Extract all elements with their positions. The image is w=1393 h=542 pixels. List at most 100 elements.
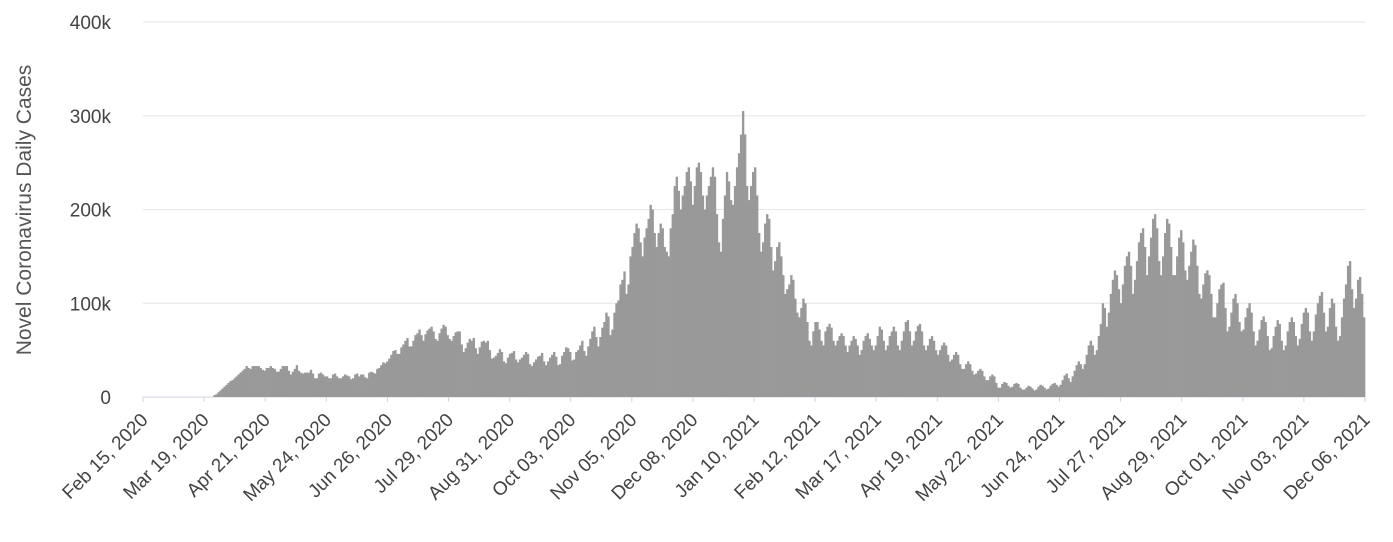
bar	[327, 378, 331, 397]
bar	[924, 350, 928, 398]
bar	[551, 354, 554, 397]
bar	[510, 352, 514, 397]
bar	[1276, 320, 1279, 398]
bar	[778, 242, 781, 397]
bar	[739, 134, 743, 397]
bar	[414, 335, 417, 398]
bar	[729, 200, 733, 398]
bar	[530, 366, 534, 397]
bar	[468, 338, 471, 398]
bar	[786, 289, 789, 397]
bar	[623, 271, 626, 398]
bar	[1258, 329, 1261, 397]
bar	[723, 195, 727, 397]
bar	[458, 331, 461, 398]
bar	[313, 378, 317, 397]
bar	[540, 352, 544, 397]
bar	[1047, 388, 1050, 397]
bar	[796, 312, 799, 398]
bar	[1346, 265, 1350, 397]
bar	[802, 298, 805, 397]
bar	[287, 370, 291, 397]
bar	[906, 320, 910, 398]
bar	[912, 340, 916, 397]
bar	[659, 223, 662, 397]
bar	[293, 368, 297, 398]
bar	[1208, 275, 1211, 398]
bar	[997, 387, 1000, 398]
bar	[860, 350, 863, 398]
bar	[267, 367, 270, 397]
bar	[506, 357, 510, 398]
bar	[418, 329, 421, 397]
bar	[1362, 317, 1366, 397]
bar	[687, 167, 691, 397]
bar	[1186, 279, 1189, 397]
bar	[681, 195, 684, 397]
bar	[1059, 384, 1062, 397]
bar	[291, 371, 295, 397]
bar	[350, 379, 353, 397]
bar	[247, 367, 250, 397]
bar	[1342, 298, 1346, 397]
bar	[705, 195, 709, 397]
bar	[631, 247, 634, 397]
bar	[235, 376, 238, 398]
bar	[794, 298, 797, 397]
bar	[840, 333, 843, 397]
bar	[1003, 382, 1006, 397]
bar	[323, 376, 327, 398]
bar	[573, 359, 576, 397]
bar	[444, 326, 447, 397]
bar	[743, 134, 747, 397]
bar	[848, 345, 851, 397]
bar	[862, 340, 865, 397]
bar	[1264, 322, 1267, 397]
bar	[1274, 326, 1277, 397]
bar	[305, 372, 309, 398]
bar	[878, 326, 881, 397]
bar	[814, 322, 817, 397]
bar	[512, 351, 516, 397]
bar	[910, 345, 914, 397]
bar	[1157, 261, 1161, 397]
bar	[999, 387, 1002, 398]
bar	[231, 380, 234, 398]
bar	[1226, 331, 1229, 398]
bar	[285, 366, 289, 397]
bar	[386, 361, 389, 398]
bar	[689, 181, 693, 397]
bar	[1071, 376, 1074, 398]
bar	[275, 371, 279, 397]
bar	[1262, 316, 1265, 398]
bar	[719, 251, 723, 397]
bar	[498, 349, 502, 397]
bar	[526, 353, 530, 398]
bar	[518, 359, 522, 397]
bar	[565, 347, 568, 397]
bar	[1188, 265, 1191, 397]
bar	[677, 190, 680, 397]
y-axis-label: Novel Coronavirus Daily Cases	[13, 65, 36, 356]
bar	[792, 279, 795, 397]
bar	[1091, 345, 1095, 397]
bar	[957, 354, 960, 397]
bar	[764, 223, 767, 397]
bar	[973, 374, 976, 397]
bar	[249, 368, 252, 398]
bar	[667, 256, 670, 398]
bar	[1288, 322, 1291, 397]
bar	[1067, 378, 1070, 397]
bar	[1176, 256, 1179, 398]
bar	[639, 242, 642, 397]
bar	[1019, 387, 1022, 398]
bar	[747, 200, 751, 398]
bar	[876, 336, 879, 397]
bar	[253, 366, 256, 397]
bar	[406, 337, 409, 397]
bar-series	[213, 111, 1366, 398]
bar	[593, 326, 596, 397]
bar	[908, 331, 912, 398]
bar	[370, 371, 373, 397]
